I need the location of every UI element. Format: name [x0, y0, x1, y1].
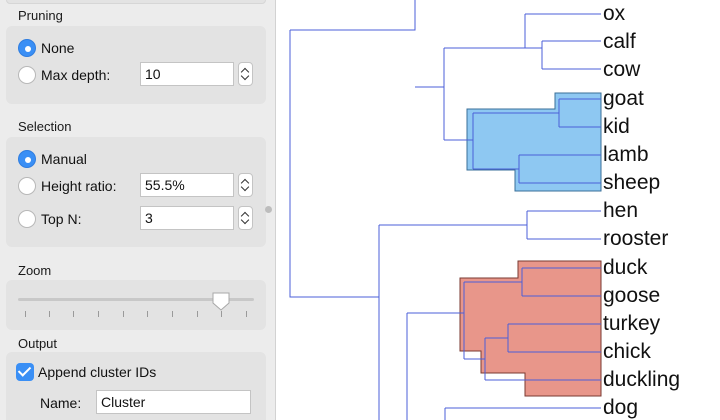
selection-top-n-label: Top N: — [41, 211, 82, 227]
ovine-join-link — [472, 112, 559, 170]
append-cluster-ids-label: Append cluster IDs — [38, 364, 157, 380]
selection-height-ratio-radio[interactable]: Height ratio: — [18, 175, 116, 197]
leaf-label[interactable]: lamb — [603, 143, 649, 166]
output-title: Output — [18, 336, 58, 351]
height-ratio-input[interactable]: 55.5% — [140, 173, 234, 197]
zoom-slider-track[interactable] — [18, 298, 254, 301]
cluster-name-label: Name: — [40, 395, 82, 411]
selection-title: Selection — [18, 119, 72, 134]
selection-manual-label: Manual — [41, 151, 87, 167]
leaf-label[interactable]: duck — [603, 256, 648, 279]
leaf-label[interactable]: ox — [603, 2, 626, 25]
max-depth-stepper[interactable] — [238, 62, 253, 86]
leaf-label[interactable]: rooster — [603, 227, 669, 250]
dog-link — [444, 407, 601, 420]
poultry-link — [406, 312, 464, 420]
leaf-label[interactable]: goose — [603, 284, 661, 307]
selection-height-ratio-label: Height ratio: — [41, 178, 117, 194]
radio-selected-icon — [18, 39, 36, 57]
leaf-label[interactable]: kid — [603, 115, 630, 138]
zoom-slider-thumb[interactable] — [211, 291, 231, 311]
radio-unselected-icon — [18, 177, 36, 195]
cluster-2-highlight — [459, 260, 602, 397]
selection-top-n-radio[interactable]: Top N: — [18, 208, 81, 230]
pruning-none-label: None — [41, 40, 75, 56]
root-link — [289, 30, 379, 298]
top-n-input[interactable]: 3 — [140, 206, 234, 230]
cattle-link — [524, 13, 601, 70]
splitter-handle[interactable] — [265, 206, 272, 213]
cattle-join-link — [443, 47, 525, 141]
livestock-link — [415, 86, 445, 140]
poultry-cluster-join-link — [463, 281, 522, 360]
height-ratio-stepper[interactable] — [238, 173, 253, 197]
radio-unselected-icon — [18, 210, 36, 228]
leaf-label[interactable]: duckling — [603, 368, 681, 391]
zoom-title: Zoom — [18, 263, 52, 278]
radio-selected-icon — [18, 150, 36, 168]
hen-rooster-link — [526, 210, 601, 240]
pruning-none-radio[interactable]: None — [18, 37, 74, 59]
append-cluster-ids-checkbox[interactable] — [16, 363, 34, 381]
pruning-title: Pruning — [18, 8, 63, 23]
cluster-1-highlight — [466, 92, 602, 192]
control-panel: Pruning None Max depth: 10 Selection Man… — [0, 0, 276, 420]
dendrogram-view[interactable]: ox calf cow goat kid lamb sheep hen roos… — [277, 0, 720, 420]
dendrogram-svg — [289, 0, 602, 420]
pruning-max-depth-radio[interactable]: Max depth: — [18, 64, 110, 86]
leaf-label[interactable]: sheep — [603, 171, 661, 194]
radio-unselected-icon — [18, 66, 36, 84]
cluster-name-input[interactable]: Cluster — [96, 390, 251, 414]
top-n-stepper[interactable] — [238, 206, 253, 230]
leaf-label[interactable]: hen — [603, 199, 639, 222]
max-depth-input[interactable]: 10 — [140, 62, 234, 86]
leaf-label[interactable]: cow — [603, 58, 641, 81]
leaf-label[interactable]: goat — [603, 87, 644, 110]
selection-manual-radio[interactable]: Manual — [18, 148, 87, 170]
upper-clade-link — [290, 0, 416, 31]
leaf-label[interactable]: chick — [603, 340, 651, 363]
leaf-label[interactable]: dog — [603, 396, 639, 419]
lower-clade-link — [378, 224, 527, 420]
pruning-max-depth-label: Max depth: — [41, 67, 111, 83]
previous-section-edge — [6, 0, 266, 4]
leaf-label[interactable]: turkey — [603, 312, 661, 335]
leaf-label[interactable]: calf — [603, 30, 636, 53]
